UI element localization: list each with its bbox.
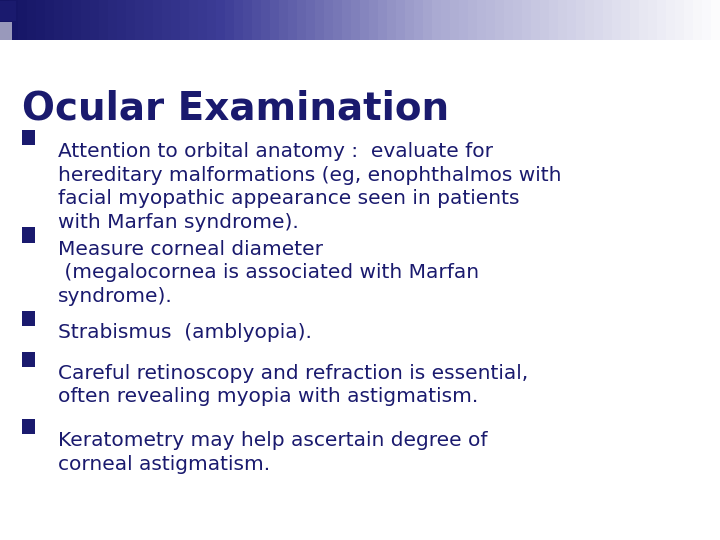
Bar xyxy=(252,0,261,40)
Bar xyxy=(216,0,225,40)
Bar xyxy=(531,0,540,40)
Bar xyxy=(585,0,594,40)
Text: Careful retinoscopy and refraction is essential,
often revealing myopia with ast: Careful retinoscopy and refraction is es… xyxy=(58,364,528,406)
Bar xyxy=(576,0,585,40)
Bar xyxy=(405,0,414,40)
Bar xyxy=(36,0,45,40)
Bar xyxy=(171,0,180,40)
Bar xyxy=(180,0,189,40)
Bar xyxy=(207,0,216,40)
Bar xyxy=(360,0,369,40)
Bar xyxy=(630,0,639,40)
Bar xyxy=(423,0,432,40)
Bar xyxy=(22,227,35,242)
Bar xyxy=(108,0,117,40)
Bar xyxy=(306,0,315,40)
Bar xyxy=(117,0,126,40)
Bar xyxy=(54,0,63,40)
Bar xyxy=(288,0,297,40)
Bar xyxy=(22,419,35,434)
Bar xyxy=(486,0,495,40)
Bar xyxy=(567,0,576,40)
Bar xyxy=(63,0,72,40)
Bar xyxy=(675,0,684,40)
Bar xyxy=(189,0,198,40)
Bar xyxy=(648,0,657,40)
Bar xyxy=(0,0,9,40)
Bar xyxy=(351,0,360,40)
Bar xyxy=(414,0,423,40)
Bar xyxy=(81,0,90,40)
Bar xyxy=(558,0,567,40)
Bar xyxy=(711,0,720,40)
Bar xyxy=(342,0,351,40)
Bar xyxy=(333,0,342,40)
Bar xyxy=(612,0,621,40)
Bar xyxy=(702,0,711,40)
Bar xyxy=(540,0,549,40)
Bar xyxy=(225,0,234,40)
Bar xyxy=(22,352,35,367)
Bar xyxy=(198,0,207,40)
Bar xyxy=(234,0,243,40)
Bar xyxy=(18,0,27,40)
Bar xyxy=(684,0,693,40)
Bar xyxy=(135,0,144,40)
Bar xyxy=(387,0,396,40)
Bar xyxy=(693,0,702,40)
Bar xyxy=(369,0,378,40)
Bar xyxy=(549,0,558,40)
Bar xyxy=(450,0,459,40)
Bar xyxy=(441,0,450,40)
Bar xyxy=(504,0,513,40)
Bar xyxy=(297,0,306,40)
Bar xyxy=(0,1,16,21)
Bar xyxy=(468,0,477,40)
Text: Ocular Examination: Ocular Examination xyxy=(22,89,449,127)
Bar xyxy=(270,0,279,40)
Bar xyxy=(315,0,324,40)
Bar xyxy=(144,0,153,40)
Bar xyxy=(90,0,99,40)
Text: Attention to orbital anatomy :  evaluate for
hereditary malformations (eg, enoph: Attention to orbital anatomy : evaluate … xyxy=(58,143,561,232)
Bar xyxy=(522,0,531,40)
Bar xyxy=(396,0,405,40)
Bar xyxy=(27,0,36,40)
Bar xyxy=(639,0,648,40)
Bar xyxy=(279,0,288,40)
Bar xyxy=(153,0,162,40)
Bar xyxy=(162,0,171,40)
Bar xyxy=(0,22,12,40)
Bar xyxy=(594,0,603,40)
Bar xyxy=(603,0,612,40)
Text: Strabismus  (amblyopia).: Strabismus (amblyopia). xyxy=(58,323,312,342)
Bar xyxy=(666,0,675,40)
Bar xyxy=(432,0,441,40)
Text: Keratometry may help ascertain degree of
corneal astigmatism.: Keratometry may help ascertain degree of… xyxy=(58,431,487,474)
Bar xyxy=(657,0,666,40)
Bar xyxy=(477,0,486,40)
Bar xyxy=(22,130,35,145)
Bar xyxy=(513,0,522,40)
Bar xyxy=(621,0,630,40)
Bar xyxy=(378,0,387,40)
Bar xyxy=(495,0,504,40)
Bar xyxy=(243,0,252,40)
Bar xyxy=(99,0,108,40)
Bar xyxy=(324,0,333,40)
Bar xyxy=(459,0,468,40)
Bar xyxy=(22,311,35,326)
Bar xyxy=(261,0,270,40)
Bar xyxy=(126,0,135,40)
Bar xyxy=(72,0,81,40)
Text: Measure corneal diameter
 (megalocornea is associated with Marfan
syndrome).: Measure corneal diameter (megalocornea i… xyxy=(58,240,479,306)
Bar xyxy=(9,0,18,40)
Bar xyxy=(45,0,54,40)
